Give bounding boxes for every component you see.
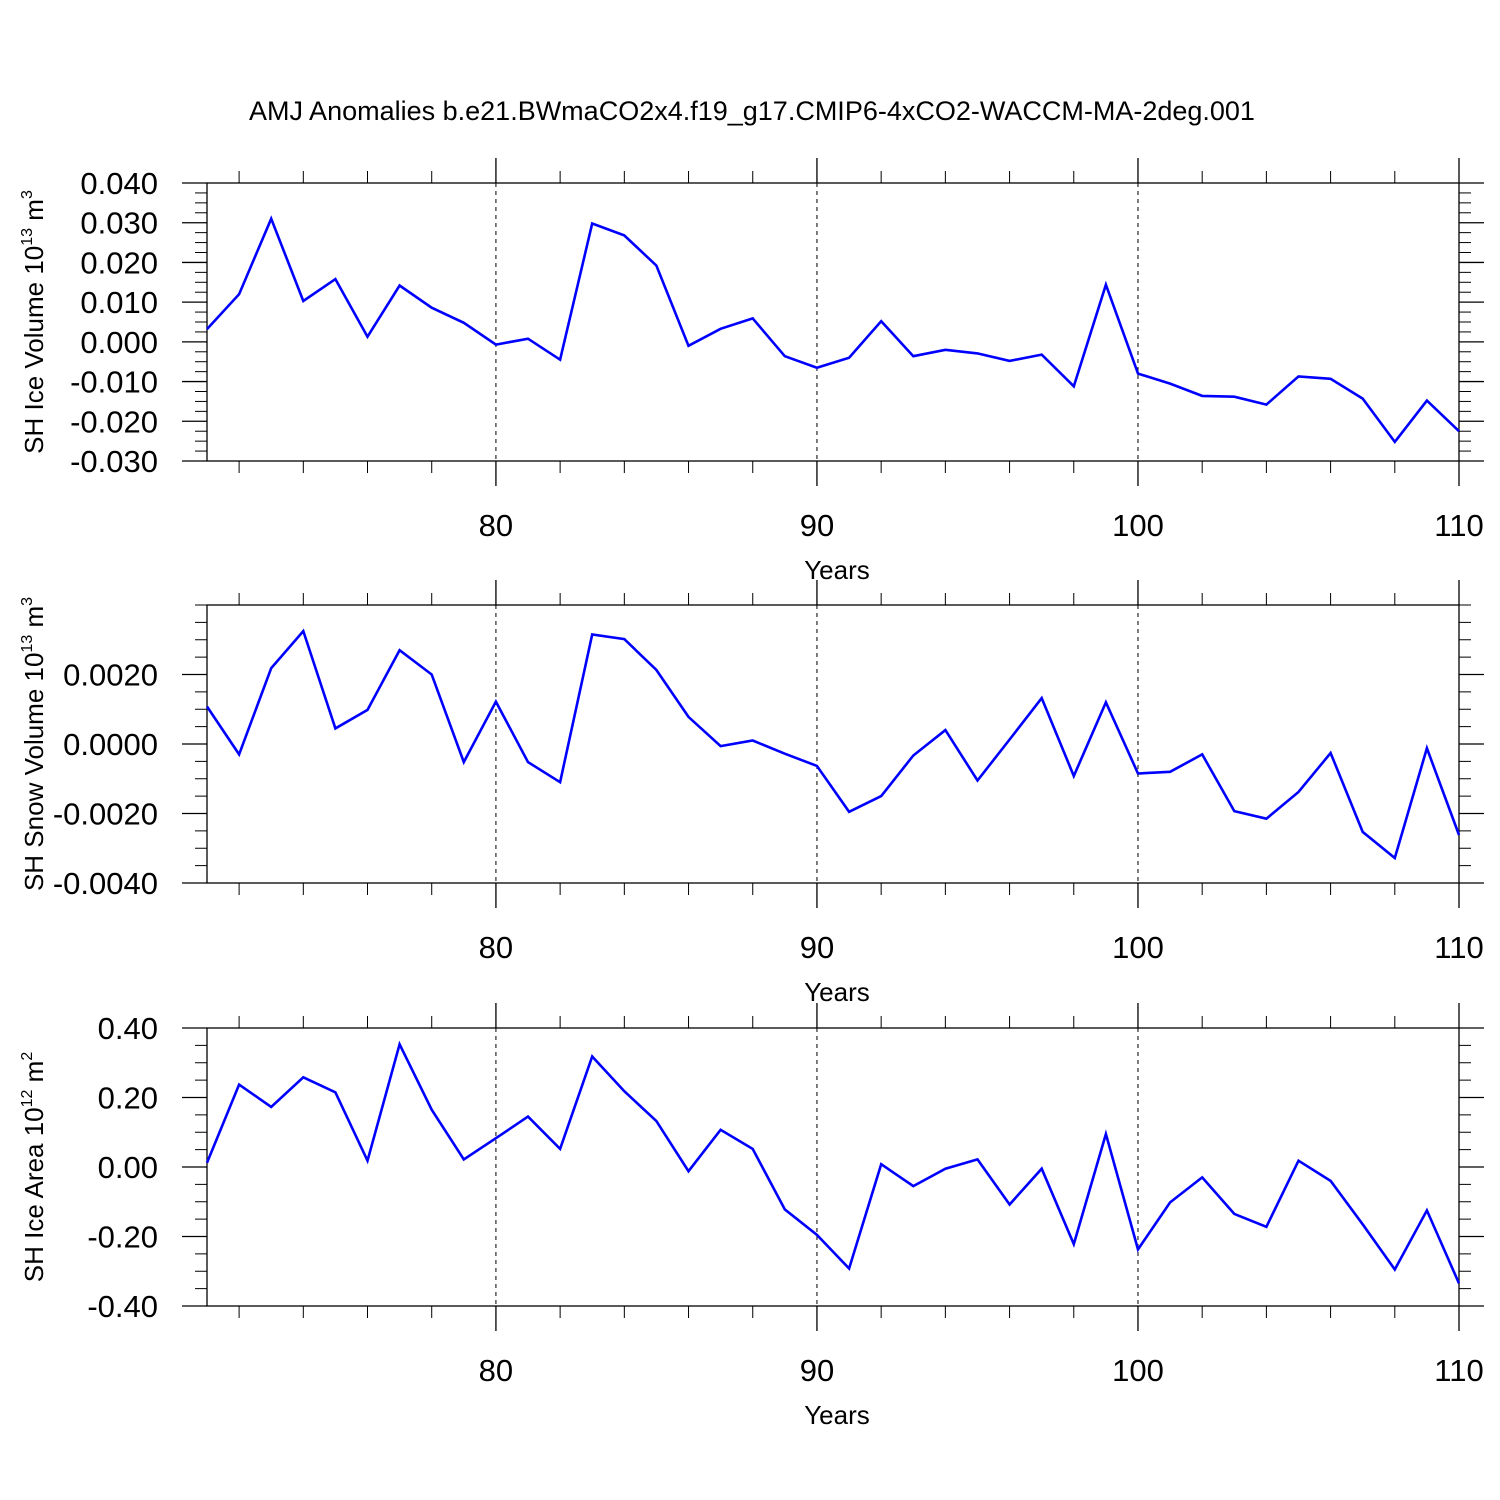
y-axis-title-text: SH Ice Volume 10 [19, 246, 49, 454]
y-tick-label: -0.030 [70, 444, 158, 479]
y-tick-label: -0.0020 [53, 797, 158, 832]
y-tick-label: -0.40 [87, 1289, 158, 1324]
y-tick-label: 0.0020 [63, 658, 158, 693]
x-tick-label: 80 [479, 508, 513, 543]
x-tick-label: 80 [479, 1353, 513, 1388]
panel-sh-snow-volume: 80 90 100 110 -0.0040 -0.0020 0.0000 0.0020 Year… [19, 580, 1484, 1007]
x-axis-title: Years [804, 977, 870, 1007]
panel-sh-ice-area: 80 90 100 110 -0.40 -0.20 0.00 0.20 0.40 Years SH … [19, 1003, 1484, 1430]
y-tick-label: 0.0000 [63, 727, 158, 762]
y-tick-label: 0.010 [80, 285, 158, 320]
plot-frame [206, 604, 1460, 884]
x-tick-label: 100 [1112, 930, 1164, 965]
x-tick-label: 80 [479, 930, 513, 965]
y-tick-label: 0.40 [98, 1011, 158, 1046]
x-tick-label: 110 [1434, 1353, 1483, 1388]
x-tick-label: 100 [1112, 508, 1164, 543]
y-axis-title-text: SH Snow Volume 10 [19, 653, 49, 891]
x-tick-label: 110 [1434, 930, 1483, 965]
y-axis-title-text: m [19, 606, 49, 635]
series-line [205, 628, 1461, 861]
x-tick-label: 100 [1112, 1353, 1164, 1388]
y-tick-label: 0.040 [80, 166, 158, 201]
x-tick-label: 90 [800, 508, 834, 543]
y-axis-title-superscript: 2 [19, 1052, 36, 1061]
x-tick-label: 110 [1434, 508, 1483, 543]
panels: 80 90 100 110 -0.030 -0.020 -0.010 0.000 0.010 0.… [19, 158, 1484, 1430]
y-axis-title-text: m [19, 1061, 49, 1090]
x-tick-label: 90 [800, 1353, 834, 1388]
y-tick-label: -0.20 [87, 1220, 158, 1255]
y-axis-title-text: SH Ice Area 10 [19, 1107, 49, 1282]
x-axis-title: Years [804, 555, 870, 585]
y-tick-label: 0.030 [80, 206, 158, 241]
series-line [206, 215, 1460, 445]
y-axis-title-superscript: 13 [19, 635, 36, 653]
y-tick-label: 0.020 [80, 245, 158, 280]
y-tick-label: 0.000 [80, 325, 158, 360]
y-axis-title-superscript: 13 [19, 228, 36, 246]
y-axis-title: SH Ice Area 1012 m2 [19, 1052, 49, 1283]
x-axis-title: Years [804, 1400, 870, 1430]
y-axis-title-text: m [19, 199, 49, 228]
series-line [205, 1040, 1461, 1284]
x-tick-label: 90 [800, 930, 834, 965]
plot-frame [206, 1027, 1460, 1307]
y-axis-title: SH Ice Volume 1013 m3 [19, 190, 49, 454]
plot-frame [206, 182, 1460, 462]
panel-sh-ice-volume: 80 90 100 110 -0.030 -0.020 -0.010 0.000 0.010 0.… [19, 158, 1484, 585]
figure-title: AMJ Anomalies b.e21.BWmaCO2x4.f19_g17.CM… [249, 96, 1255, 126]
y-tick-label: -0.010 [70, 365, 158, 400]
y-axis-title-superscript: 3 [19, 190, 36, 199]
y-axis-title: SH Snow Volume 1013 m3 [19, 597, 49, 891]
y-tick-label: -0.0040 [53, 866, 158, 901]
y-axis-title-superscript: 12 [19, 1089, 36, 1107]
y-tick-label: 0.00 [98, 1150, 158, 1185]
y-tick-label: -0.020 [70, 404, 158, 439]
y-axis-title-superscript: 3 [19, 597, 36, 606]
y-tick-label: 0.20 [98, 1081, 158, 1116]
